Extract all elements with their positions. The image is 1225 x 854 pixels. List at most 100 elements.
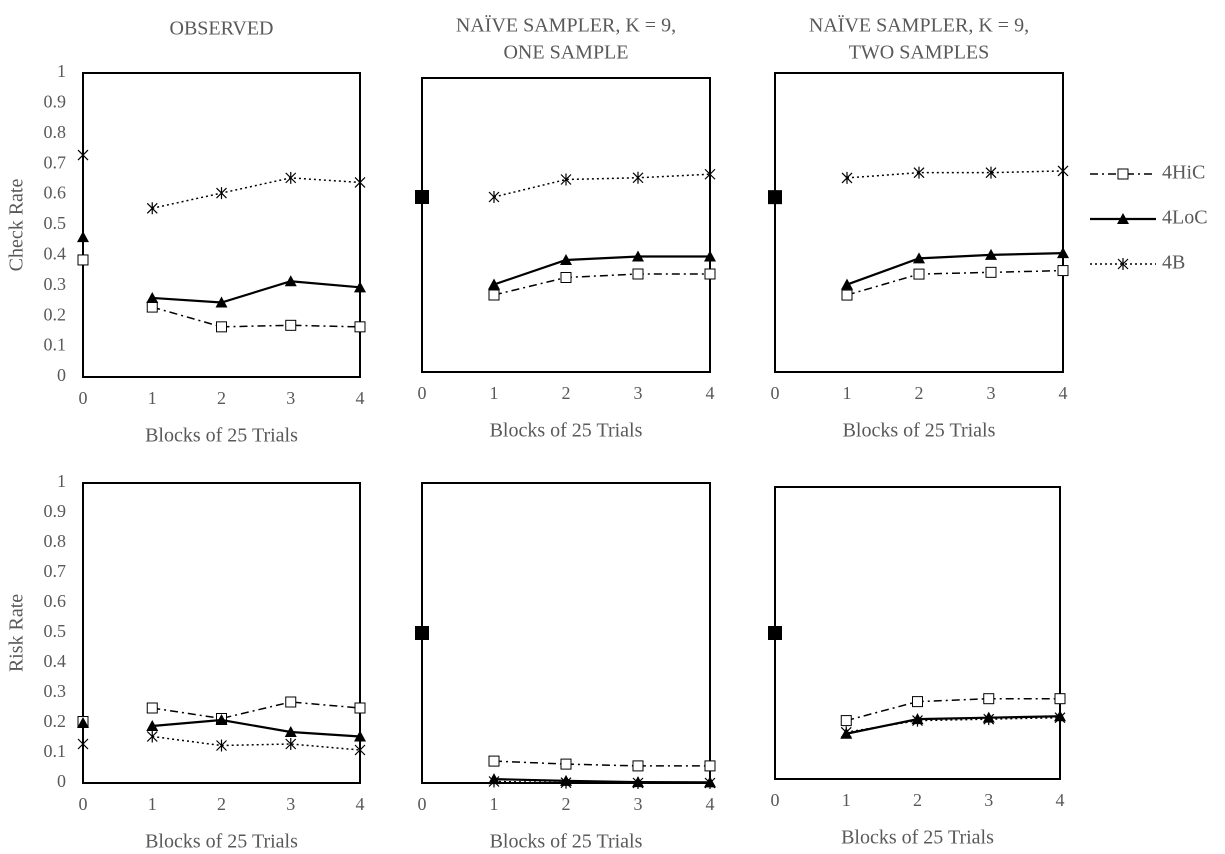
series-line [152,718,361,738]
y-tick-label: 0.2 [44,304,67,324]
series-line [493,780,710,784]
x-axis-label: Blocks of 25 Trials [145,831,298,853]
marker [912,714,923,727]
series-line [152,177,361,210]
marker [488,775,500,788]
x-tick-label: 2 [562,794,571,814]
marker [354,744,366,756]
legend-label: 4LoC [1162,207,1208,229]
marker [841,289,853,301]
x-tick-label: 4 [1059,383,1068,403]
marker [285,738,297,750]
marker [632,760,644,772]
marker [354,176,366,189]
marker [560,758,572,770]
marker [704,760,716,772]
y-tick-label: 0.6 [44,591,67,611]
y-tick-label: 0.8 [44,531,67,551]
y-axis-label: Check Rate [6,179,28,272]
x-tick-label: 1 [148,794,157,814]
x-axis-label: Blocks of 25 Trials [490,831,643,853]
y-tick-label: 0.9 [44,92,67,112]
marker [560,272,572,283]
legend-marker [1117,213,1129,224]
series-line [846,716,1061,734]
marker [840,715,852,727]
series-line [493,273,710,296]
series-line [846,269,1064,296]
marker [354,702,366,714]
marker [77,149,89,162]
y-tick-label: 1 [57,471,66,491]
y-tick-label: 0.4 [44,651,67,671]
x-tick-label: 1 [843,383,852,403]
x-axis-label: Blocks of 25 Trials [145,425,298,447]
marker [488,191,500,203]
y-tick-label: 0.1 [44,335,67,355]
marker [912,696,923,708]
marker [983,713,995,726]
series-line [846,170,1064,179]
marker [215,714,228,725]
plot-frame [82,482,361,784]
series-line [846,697,1060,722]
chart-subtitle: TWO SAMPLES [849,42,990,64]
marker [285,696,297,708]
y-axis-label: Risk Rate [6,594,28,672]
marker [285,319,297,331]
y-tick-label: 0.3 [44,681,67,701]
marker [841,171,853,184]
marker [354,321,366,333]
marker [704,168,716,181]
marker [77,254,89,266]
marker [77,717,89,728]
x-tick-label: 1 [490,794,499,814]
y-tick-label: 0 [57,771,66,791]
plot-frame [421,482,711,784]
plot-frame [774,72,1064,373]
x-tick-label: 2 [562,383,571,403]
marker [354,730,366,742]
x-tick-label: 1 [148,388,157,408]
x-tick-label: 1 [490,383,499,403]
x-tick-label: 3 [987,383,996,403]
series-line [152,735,361,751]
marker [632,250,644,262]
marker [488,278,500,290]
y-tick-label: 0.9 [44,501,67,521]
x-tick-label: 3 [984,790,993,810]
series-line [152,306,361,328]
marker [560,776,572,789]
x-axis-label: Blocks of 25 Trials [490,420,643,442]
x-tick-label: 0 [79,388,88,408]
start-marker [415,190,429,204]
x-axis-label: Blocks of 25 Trials [843,420,996,442]
y-tick-label: 0.6 [44,183,67,203]
y-tick-label: 0.5 [44,621,67,641]
x-axis-label: Blocks of 25 Trials [841,827,994,849]
series-line [152,701,361,720]
legend-marker [1117,168,1129,180]
x-tick-label: 3 [634,383,643,403]
marker [77,738,89,750]
series-line [152,280,361,304]
x-tick-label: 2 [217,388,226,408]
marker [146,720,159,731]
marker [704,250,716,262]
legend-label: 4HiC [1162,162,1205,184]
y-tick-label: 0.8 [44,122,67,142]
x-tick-label: 1 [842,790,851,810]
marker [215,296,228,308]
y-tick-label: 0.3 [44,274,67,294]
x-tick-label: 0 [418,383,427,403]
marker [841,278,853,290]
marker [704,777,716,789]
plot-frame [774,486,1061,780]
marker [146,301,158,313]
marker [146,702,158,714]
marker [1054,711,1066,724]
y-tick-label: 0.2 [44,711,67,731]
x-tick-label: 0 [79,794,88,814]
marker [985,166,997,179]
marker [354,281,366,293]
